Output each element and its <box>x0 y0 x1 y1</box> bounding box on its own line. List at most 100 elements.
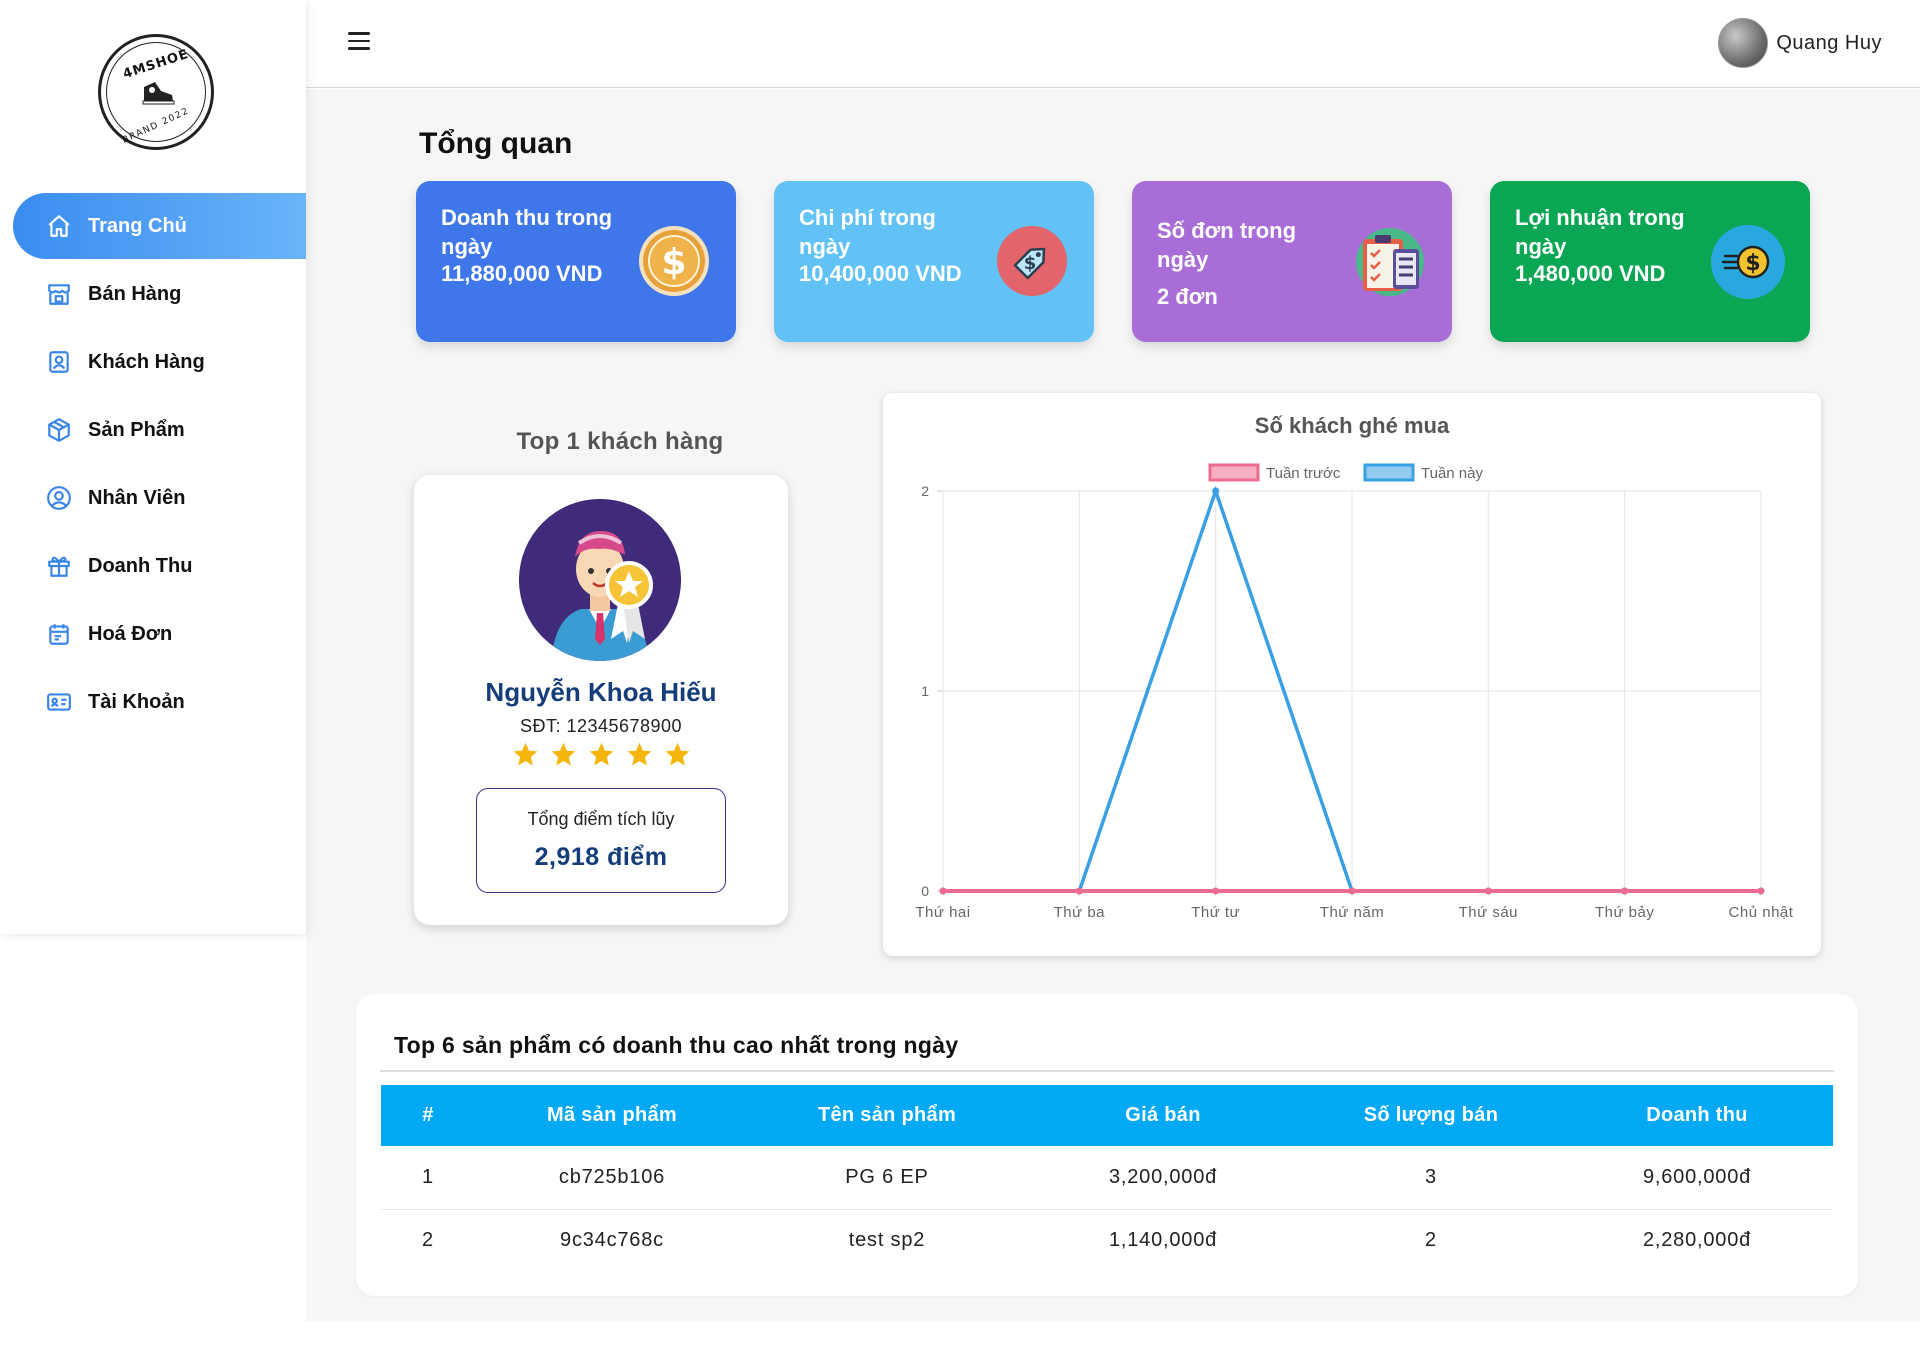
top-products-table: # Mã sản phẩm Tên sản phẩm Giá bán Số lư… <box>381 1085 1833 1272</box>
column-header[interactable]: Số lượng bán <box>1363 1104 1499 1126</box>
x-tick-label: Thứ tư <box>1191 904 1240 921</box>
id-card-icon <box>46 689 72 715</box>
column-header[interactable]: Mã sản phẩm <box>547 1104 677 1126</box>
sidebar-item-ban-hang[interactable]: Bán Hàng <box>0 261 306 327</box>
divider <box>380 1070 1834 1072</box>
sidebar-item-label: Tài Khoản <box>88 690 185 713</box>
y-tick-label: 2 <box>921 483 929 499</box>
chart-grid <box>942 490 1762 897</box>
table-cell: 2 <box>1301 1208 1561 1272</box>
chart-y-axis: 0 1 2 <box>921 483 943 899</box>
sidebar-item-trang-chu[interactable]: Trang Chủ <box>13 193 306 259</box>
data-point[interactable] <box>939 887 947 895</box>
column-header[interactable]: Tên sản phẩm <box>817 1104 957 1126</box>
svg-text:$: $ <box>1745 251 1760 276</box>
page-title: Tổng quan <box>419 127 573 160</box>
points-box: Tổng điểm tích lũy 2,918 điểm <box>476 788 726 893</box>
sidebar-item-doanh-thu[interactable]: Doanh Thu <box>0 533 306 599</box>
main-content: Tổng quan Doanh thu trong ngày 11,880,00… <box>306 89 1920 1321</box>
points-label: Tổng điểm tích lũy <box>527 809 675 829</box>
star-icon <box>627 742 651 766</box>
table-title: Top 6 sản phẩm có doanh thu cao nhất tro… <box>394 1032 959 1058</box>
data-point[interactable] <box>1348 887 1356 895</box>
points-value: 2,918 điểm <box>534 843 668 871</box>
stat-card-orders: Số đơn trong ngày 2 đơn <box>1132 181 1452 342</box>
column-header[interactable]: # <box>422 1104 434 1126</box>
table-cell: test sp2 <box>749 1208 1025 1272</box>
table-cell: cb725b106 <box>558 1165 666 1188</box>
top-header: Quang Huy <box>306 0 1920 88</box>
stat-label: Lợi nhuận trong ngày <box>1515 205 1685 259</box>
chart-x-axis: Thứ hai Thứ ba Thứ tư Thứ năm Thứ sáu Thứ bảy… <box>915 904 1793 921</box>
top-customer-title: Top 1 khách hàng <box>516 428 724 455</box>
x-tick-label: Chủ nhật <box>1729 904 1794 921</box>
price-tag-icon: $ <box>995 224 1069 298</box>
sidebar-item-nhan-vien[interactable]: Nhân Viên <box>0 465 306 531</box>
data-point[interactable] <box>1484 887 1492 895</box>
y-tick-label: 0 <box>921 883 929 899</box>
sidebar-item-label: Trang Chủ <box>88 214 187 237</box>
clipboard-icon <box>1353 225 1427 299</box>
legend-label[interactable]: Tuần trước <box>1266 465 1341 482</box>
sidebar-item-label: Khách Hàng <box>88 350 205 373</box>
sidebar-item-label: Hoá Đơn <box>88 622 173 645</box>
avatar[interactable] <box>1718 18 1769 68</box>
table-cell: 2,280,000đ <box>1561 1208 1833 1272</box>
table-cell: 3 <box>1425 1165 1437 1188</box>
top-products-card: Top 6 sản phẩm có doanh thu cao nhất tro… <box>356 994 1858 1296</box>
stat-value: 2 đơn <box>1157 284 1218 309</box>
sidebar-item-tai-khoan[interactable]: Tài Khoản <box>0 669 306 735</box>
data-point[interactable] <box>1212 887 1220 895</box>
table-cell: 9c34c768c <box>475 1208 749 1272</box>
table-cell: 1,140,000đ <box>1025 1208 1301 1272</box>
x-tick-label: Thứ ba <box>1054 904 1106 921</box>
stat-value: 10,400,000 VND <box>799 261 962 286</box>
sneaker-icon <box>142 82 175 105</box>
sidebar-item-san-pham[interactable]: Sản Phẩm <box>0 397 306 463</box>
sidebar-item-hoa-don[interactable]: Hoá Đơn <box>0 601 306 667</box>
stat-value: 11,880,000 VND <box>441 261 603 286</box>
data-point[interactable] <box>1075 887 1083 895</box>
star-icon <box>513 742 537 766</box>
legend-label[interactable]: Tuần này <box>1421 465 1483 482</box>
data-point[interactable] <box>1621 887 1629 895</box>
sidebar-item-label: Bán Hàng <box>88 282 182 305</box>
customer-name: Nguyễn Khoa Hiếu <box>485 677 717 707</box>
column-header[interactable]: Giá bán <box>1125 1104 1201 1126</box>
visitors-line-chart: Số khách ghé mua Tuần trước Tuần này Thứ … <box>915 413 1793 921</box>
star-icon <box>665 742 689 766</box>
table-cell: 2 <box>381 1208 475 1272</box>
stat-card-profit: Lợi nhuận trong ngày 1,480,000 VND $ <box>1490 181 1810 342</box>
user-menu[interactable]: Quang Huy <box>1718 18 1882 68</box>
menu-toggle-icon[interactable] <box>348 32 370 50</box>
sidebar-item-label: Nhân Viên <box>88 486 186 509</box>
svg-text:$: $ <box>1024 253 1037 274</box>
data-point[interactable] <box>1212 487 1220 495</box>
table-row[interactable]: 2 9c34c768c test sp2 1,140,000đ 2 2,280,… <box>381 1208 1833 1272</box>
stat-card-revenue: Doanh thu trong ngày 11,880,000 VND $ <box>416 181 736 342</box>
sidebar: 4MSHOE BRAND 2022 Trang Chủ Bán Hàng Khá… <box>0 0 306 934</box>
contact-icon <box>46 349 72 375</box>
y-tick-label: 1 <box>921 683 929 699</box>
chart-legend: Tuần trước Tuần này <box>1208 463 1483 482</box>
data-point[interactable] <box>1757 887 1765 895</box>
x-tick-label: Thứ sáu <box>1459 904 1518 921</box>
calendar-icon <box>46 621 72 647</box>
customer-rating <box>414 741 788 768</box>
sidebar-item-khach-hang[interactable]: Khách Hàng <box>0 329 306 395</box>
visitors-chart-card: Số khách ghé mua Tuần trước Tuần này Thứ … <box>883 393 1821 956</box>
sidebar-nav: Trang Chủ Bán Hàng Khách Hàng Sản Phẩm N… <box>0 193 306 737</box>
box-icon <box>46 417 72 443</box>
brand-logo[interactable]: 4MSHOE BRAND 2022 <box>98 34 214 150</box>
svg-text:$: $ <box>661 242 686 283</box>
legend-swatch[interactable] <box>1208 463 1260 482</box>
star-icon <box>551 742 575 766</box>
stat-label: Số đơn trong ngày <box>1157 218 1297 272</box>
table-row[interactable]: 1 cb725b106 PG 6 EP 3,200,000đ 3 9,600,0… <box>381 1146 1833 1209</box>
customer-phone: SĐT: 12345678900 <box>519 716 683 736</box>
award-person-icon <box>519 499 681 661</box>
legend-swatch[interactable] <box>1363 463 1415 482</box>
column-header[interactable]: Doanh thu <box>1646 1104 1748 1126</box>
sidebar-item-label: Sản Phẩm <box>88 418 185 441</box>
x-tick-label: Thứ hai <box>915 904 970 921</box>
